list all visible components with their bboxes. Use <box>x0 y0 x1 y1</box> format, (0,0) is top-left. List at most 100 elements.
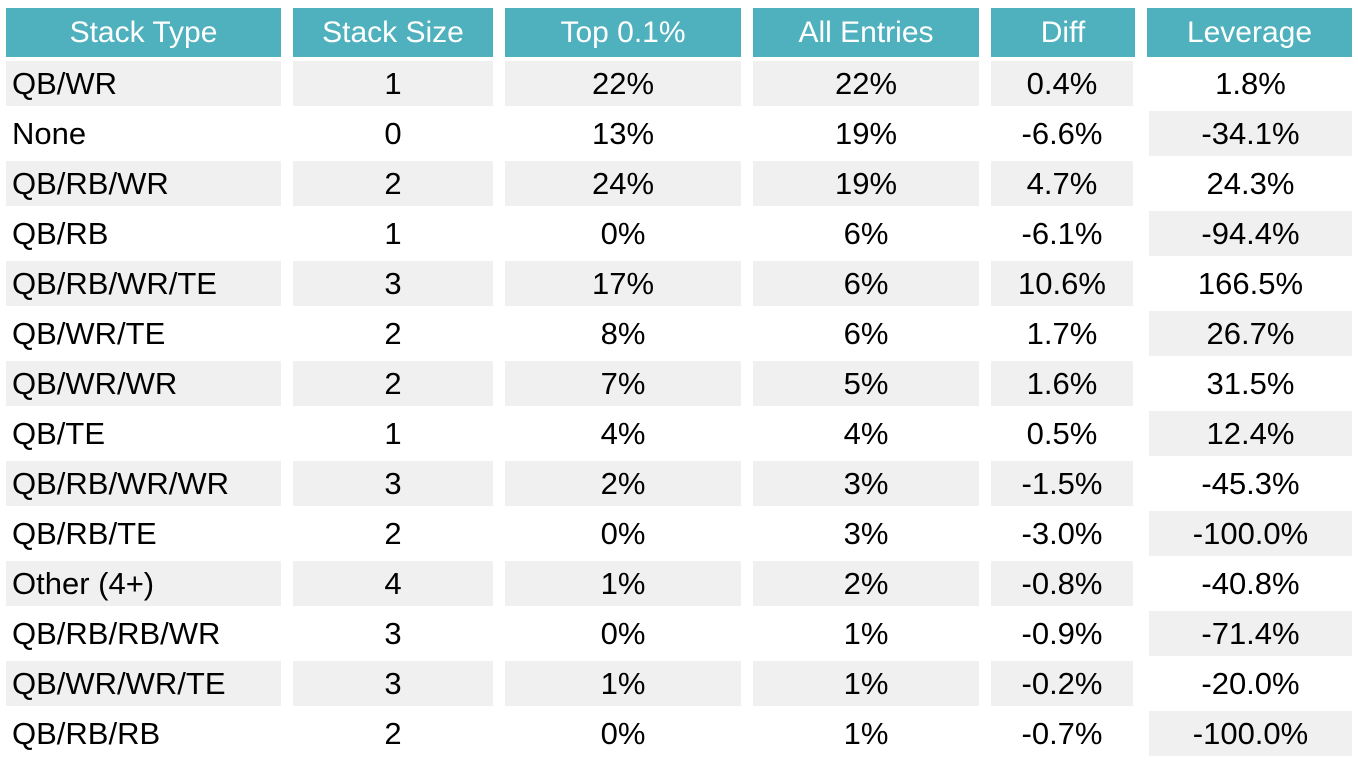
column-header-stack-size: Stack Size <box>287 8 505 61</box>
cell-leverage: -34.1% <box>1133 108 1352 161</box>
cell-top-0-1: 2% <box>499 458 753 511</box>
table-row: QB/RB/TE 2 0% 3% -3.0% -100.0% <box>6 508 1352 561</box>
cell-leverage: -45.3% <box>1133 458 1352 511</box>
cell-leverage: -71.4% <box>1133 608 1352 661</box>
cell-stack-size: 3 <box>287 608 505 661</box>
table-row: QB/RB/WR 2 24% 19% 4.7% 24.3% <box>6 158 1352 211</box>
cell-diff: 0.5% <box>985 408 1147 461</box>
table-row: QB/WR 1 22% 22% 0.4% 1.8% <box>6 59 1352 111</box>
cell-stack-type: QB/WR/TE <box>6 308 293 361</box>
cell-all-entries: 5% <box>747 358 991 411</box>
cell-diff: 0.4% <box>985 59 1147 111</box>
cell-top-0-1: 22% <box>499 59 753 111</box>
cell-stack-type: QB/RB/RB/WR <box>6 608 293 661</box>
cell-all-entries: 1% <box>747 658 991 711</box>
cell-stack-type: QB/RB/WR/TE <box>6 258 293 311</box>
cell-all-entries: 3% <box>747 458 991 511</box>
cell-diff: -0.7% <box>985 708 1147 761</box>
cell-stack-size: 2 <box>287 158 505 211</box>
cell-top-0-1: 0% <box>499 608 753 661</box>
table-row: QB/RB/WR/WR 3 2% 3% -1.5% -45.3% <box>6 458 1352 511</box>
table-row: QB/WR/WR/TE 3 1% 1% -0.2% -20.0% <box>6 658 1352 711</box>
cell-stack-size: 1 <box>287 208 505 261</box>
cell-stack-size: 1 <box>287 59 505 111</box>
cell-diff: -0.2% <box>985 658 1147 711</box>
cell-stack-type: Other (4+) <box>6 558 293 611</box>
table-row: QB/RB 1 0% 6% -6.1% -94.4% <box>6 208 1352 261</box>
table-row: QB/RB/RB/WR 3 0% 1% -0.9% -71.4% <box>6 608 1352 661</box>
cell-all-entries: 4% <box>747 408 991 461</box>
cell-stack-size: 2 <box>287 708 505 761</box>
table-body: QB/WR 1 22% 22% 0.4% 1.8% None 0 13% 19% -6.6% -34.… <box>6 59 1352 761</box>
table-row: QB/WR/WR 2 7% 5% 1.6% 31.5% <box>6 358 1352 411</box>
cell-stack-size: 3 <box>287 458 505 511</box>
cell-top-0-1: 0% <box>499 708 753 761</box>
cell-top-0-1: 13% <box>499 108 753 161</box>
cell-all-entries: 6% <box>747 258 991 311</box>
cell-diff: 4.7% <box>985 158 1147 211</box>
cell-leverage: -100.0% <box>1133 708 1352 761</box>
cell-stack-size: 2 <box>287 308 505 361</box>
cell-top-0-1: 24% <box>499 158 753 211</box>
cell-diff: 1.7% <box>985 308 1147 361</box>
cell-leverage: 26.7% <box>1133 308 1352 361</box>
cell-top-0-1: 17% <box>499 258 753 311</box>
cell-top-0-1: 1% <box>499 558 753 611</box>
cell-diff: -6.6% <box>985 108 1147 161</box>
table-row: None 0 13% 19% -6.6% -34.1% <box>6 108 1352 161</box>
cell-leverage: -100.0% <box>1133 508 1352 561</box>
column-header-diff: Diff <box>985 8 1147 61</box>
cell-diff: 1.6% <box>985 358 1147 411</box>
table-row: Other (4+) 4 1% 2% -0.8% -40.8% <box>6 558 1352 611</box>
column-header-stack-type: Stack Type <box>6 8 293 61</box>
cell-stack-size: 2 <box>287 508 505 561</box>
cell-all-entries: 6% <box>747 308 991 361</box>
cell-stack-type: QB/RB/TE <box>6 508 293 561</box>
cell-stack-type: QB/WR <box>6 59 293 111</box>
cell-stack-type: QB/TE <box>6 408 293 461</box>
cell-top-0-1: 0% <box>499 508 753 561</box>
table-row: QB/TE 1 4% 4% 0.5% 12.4% <box>6 408 1352 461</box>
stack-leverage-table: Stack Type Stack Size Top 0.1% All Entries D… <box>6 8 1352 761</box>
cell-top-0-1: 1% <box>499 658 753 711</box>
cell-top-0-1: 7% <box>499 358 753 411</box>
cell-stack-type: QB/RB/WR/WR <box>6 458 293 511</box>
cell-stack-type: QB/RB <box>6 208 293 261</box>
cell-leverage: -40.8% <box>1133 558 1352 611</box>
cell-all-entries: 22% <box>747 59 991 111</box>
column-header-all-entries: All Entries <box>747 8 991 61</box>
cell-diff: -3.0% <box>985 508 1147 561</box>
cell-top-0-1: 4% <box>499 408 753 461</box>
cell-leverage: 24.3% <box>1133 158 1352 211</box>
column-header-leverage: Leverage <box>1141 8 1352 61</box>
cell-leverage: -94.4% <box>1133 208 1352 261</box>
table-row: QB/RB/RB 2 0% 1% -0.7% -100.0% <box>6 708 1352 761</box>
cell-leverage: 12.4% <box>1133 408 1352 461</box>
cell-all-entries: 6% <box>747 208 991 261</box>
cell-stack-size: 3 <box>287 258 505 311</box>
column-header-top-0-1: Top 0.1% <box>499 8 753 61</box>
cell-diff: -0.9% <box>985 608 1147 661</box>
cell-leverage: 1.8% <box>1133 59 1352 111</box>
table-row: QB/WR/TE 2 8% 6% 1.7% 26.7% <box>6 308 1352 361</box>
cell-leverage: 166.5% <box>1133 258 1352 311</box>
cell-stack-size: 4 <box>287 558 505 611</box>
cell-diff: -6.1% <box>985 208 1147 261</box>
cell-leverage: 31.5% <box>1133 358 1352 411</box>
cell-all-entries: 19% <box>747 108 991 161</box>
cell-diff: -0.8% <box>985 558 1147 611</box>
cell-stack-size: 2 <box>287 358 505 411</box>
cell-stack-type: None <box>6 108 293 161</box>
cell-leverage: -20.0% <box>1133 658 1352 711</box>
cell-all-entries: 2% <box>747 558 991 611</box>
cell-stack-type: QB/RB/RB <box>6 708 293 761</box>
cell-all-entries: 1% <box>747 708 991 761</box>
cell-all-entries: 3% <box>747 508 991 561</box>
cell-diff: 10.6% <box>985 258 1147 311</box>
cell-stack-type: QB/WR/WR <box>6 358 293 411</box>
header-row: Stack Type Stack Size Top 0.1% All Entries D… <box>6 8 1352 61</box>
cell-top-0-1: 0% <box>499 208 753 261</box>
cell-stack-size: 0 <box>287 108 505 161</box>
cell-stack-size: 1 <box>287 408 505 461</box>
cell-diff: -1.5% <box>985 458 1147 511</box>
